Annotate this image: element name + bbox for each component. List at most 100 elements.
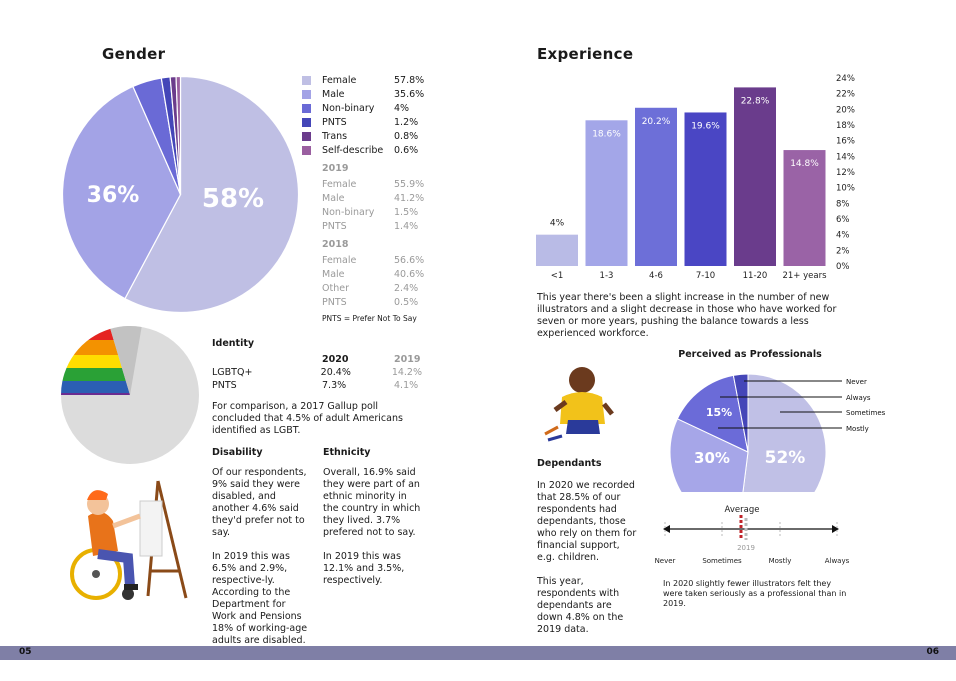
identity-row: PNTS 7.3% 4.1% — [212, 380, 422, 393]
legend-value: 0.8% — [394, 130, 419, 142]
legend-value: 4% — [394, 102, 410, 114]
identity-row-label: LGBTQ+ — [212, 367, 253, 378]
disability-block: Disability Of our respondents, 9% said t… — [212, 447, 312, 647]
pnts-footnote: PNTS = Prefer Not To Say — [322, 314, 417, 323]
gender-pie: 58% 36% — [61, 75, 300, 314]
legend-label: Non-binary — [322, 102, 375, 114]
gender-slice-self-describe — [175, 75, 182, 195]
legend-label: Male — [322, 192, 345, 204]
scale-mostly: Mostly — [769, 557, 792, 565]
average-2019-label: 2019 — [737, 544, 755, 552]
experience-y-tick: 4% — [836, 231, 850, 241]
scale-always: Always — [825, 557, 850, 565]
legend-value: 1.4% — [394, 220, 419, 232]
legend-value: 41.2% — [394, 192, 425, 204]
professional-title: Perceived as Professionals — [678, 349, 822, 360]
experience-y-tick: 12% — [836, 168, 855, 178]
legend-row-y2019: Female 55.9% — [322, 177, 424, 191]
identity-pie — [61, 326, 199, 464]
prof-label-30: 30% — [694, 449, 730, 467]
dependants-title: Dependants — [537, 458, 602, 469]
gender-slice-male — [61, 85, 182, 300]
gender-slice-female — [124, 75, 300, 314]
legend-row: Non-binary 4% — [302, 101, 424, 115]
legend-row: Self-describe 0.6% — [302, 143, 424, 157]
gender-pie-label-male: 36% — [87, 183, 140, 208]
legend-label: Female — [322, 74, 357, 86]
legend-label: PNTS — [322, 116, 347, 128]
identity-row-2019: 14.2% — [391, 367, 422, 378]
legend-label: Female — [322, 254, 357, 266]
experience-bar-label: 4% — [550, 219, 565, 229]
experience-x-tick: 4-6 — [649, 271, 663, 281]
experience-y-tick: 16% — [836, 137, 855, 147]
prof-label-52: 52% — [765, 448, 806, 468]
experience-title: Experience — [537, 45, 634, 63]
legend-2018-year: 2018 — [322, 239, 349, 250]
identity-col-2020: 2020 — [322, 354, 349, 365]
experience-y-tick: 6% — [836, 215, 850, 225]
legend-row-y2018: Other 2.4% — [322, 281, 424, 295]
legend-label: Trans — [322, 130, 348, 142]
experience-y-tick: 0% — [836, 262, 850, 272]
experience-bar — [585, 120, 628, 266]
legend-value: 56.6% — [394, 254, 425, 266]
ethnicity-p1: Overall, 16.9% said they were part of an… — [323, 467, 421, 538]
professional-caption: In 2020 slightly fewer illustrators felt… — [663, 579, 847, 608]
experience-x-tick: 1-3 — [600, 271, 614, 281]
prof-legend-label: Sometimes — [846, 409, 886, 417]
legend-swatch — [302, 131, 311, 141]
legend-value: 35.6% — [394, 88, 425, 100]
legend-row: Male 35.6% — [302, 87, 424, 101]
experience-bar — [684, 112, 727, 266]
legend-label: PNTS — [322, 220, 347, 232]
legend-row: PNTS 1.2% — [302, 115, 424, 129]
ethnicity-p2: In 2019 this was 12.1% and 3.5%, respect… — [323, 551, 405, 586]
legend-value: 0.6% — [394, 144, 419, 156]
legend-row-y2019: Male 41.2% — [322, 191, 424, 205]
disability-p2: In 2019 this was 6.5% and 2.9%, respecti… — [212, 551, 308, 646]
experience-chart: 4% 18.6% 20.2% 19.6% 22.8% 14.8% 0% 2% 4% 6% 8% 10… — [536, 74, 855, 281]
professional-pie: Never Always Sometimes Mostly 52% 30% 15% — [670, 373, 886, 492]
legend-row-y2019: PNTS 1.4% — [322, 219, 424, 233]
experience-x-tick: 11-20 — [743, 271, 768, 281]
identity-block: Identity 2020 2019 LGBTQ+ 20.4% 14.2% PNT… — [212, 338, 422, 437]
dependants-p1: In 2020 we recorded that 28.5% of our re… — [537, 480, 637, 563]
prof-slice-never — [732, 373, 749, 453]
legend-value: 57.8% — [394, 74, 425, 86]
legend-label: Other — [322, 282, 349, 294]
experience-bar-label: 20.2% — [642, 117, 671, 127]
prof-legend-label: Always — [846, 394, 871, 402]
legend-row-y2019: Non-binary 1.5% — [322, 205, 424, 219]
experience-bar-label: 22.8% — [741, 96, 770, 106]
identity-row: LGBTQ+ 20.4% 14.2% — [212, 367, 422, 380]
legend-value: 40.6% — [394, 268, 425, 280]
experience-y-tick: 22% — [836, 90, 855, 100]
experience-bar-label: 19.6% — [691, 121, 720, 131]
legend-swatch — [302, 145, 311, 155]
prof-legend-label: Mostly — [846, 425, 869, 433]
page-number-left: 05 — [19, 647, 32, 657]
painter-illustration — [70, 480, 188, 600]
gender-pie-label-female: 58% — [202, 184, 264, 214]
dependants-block: Dependants In 2020 we recorded that 28.5… — [537, 458, 637, 636]
legend-row-y2018: Male 40.6% — [322, 267, 424, 281]
experience-y-tick: 14% — [836, 152, 855, 162]
disability-p1: Of our respondents, 9% said they were di… — [212, 467, 307, 538]
experience-bar — [635, 107, 677, 266]
experience-x-tick: 7-10 — [696, 271, 715, 281]
identity-pnts-slice — [110, 326, 142, 395]
legend-row-y2018: PNTS 0.5% — [322, 295, 424, 309]
legend-swatch — [302, 117, 311, 127]
legend-row: Trans 0.8% — [302, 129, 424, 143]
experience-bar — [783, 150, 826, 266]
identity-note: For comparison, a 2017 Gallup poll concl… — [212, 401, 403, 436]
prof-slice-sometimes — [670, 418, 749, 492]
experience-y-tick: 18% — [836, 121, 855, 131]
legend-value: 0.5% — [394, 296, 419, 308]
identity-title: Identity — [212, 338, 255, 349]
prof-label-15: 15% — [706, 406, 732, 419]
identity-row-2020: 7.3% — [322, 380, 347, 391]
experience-bar-label: 14.8% — [790, 159, 819, 169]
experience-y-tick: 10% — [836, 184, 855, 194]
